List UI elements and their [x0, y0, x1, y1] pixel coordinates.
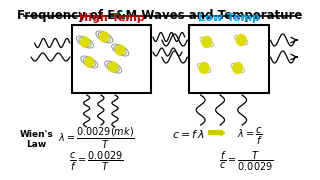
Text: $\lambda = \dfrac{0.0029(mk)}{T}$: $\lambda = \dfrac{0.0029(mk)}{T}$	[58, 126, 135, 151]
Text: $\lambda = \dfrac{c}{f}$: $\lambda = \dfrac{c}{f}$	[237, 126, 263, 147]
Circle shape	[109, 62, 118, 72]
Text: $c = f\,\lambda$: $c = f\,\lambda$	[172, 128, 205, 140]
Circle shape	[85, 57, 94, 67]
Circle shape	[81, 37, 89, 47]
Text: $\dfrac{f}{c} = \dfrac{T}{0.0029}$: $\dfrac{f}{c} = \dfrac{T}{0.0029}$	[219, 150, 274, 173]
Bar	[72, 25, 151, 93]
Circle shape	[100, 32, 109, 42]
FancyArrow shape	[209, 130, 224, 136]
Circle shape	[233, 62, 243, 73]
Circle shape	[202, 37, 212, 48]
Text: $\dfrac{c}{f} = \dfrac{0.0029}{T}$: $\dfrac{c}{f} = \dfrac{0.0029}{T}$	[69, 150, 124, 173]
Text: Wien's
Law: Wien's Law	[20, 130, 53, 149]
Text: High Temp: High Temp	[78, 13, 144, 23]
Text: Frequency of E&M Waves and Temperature: Frequency of E&M Waves and Temperature	[17, 9, 303, 22]
Circle shape	[199, 62, 209, 73]
Circle shape	[236, 35, 246, 46]
Bar	[189, 25, 268, 93]
Circle shape	[116, 45, 125, 55]
Text: Low Temp: Low Temp	[198, 13, 260, 23]
